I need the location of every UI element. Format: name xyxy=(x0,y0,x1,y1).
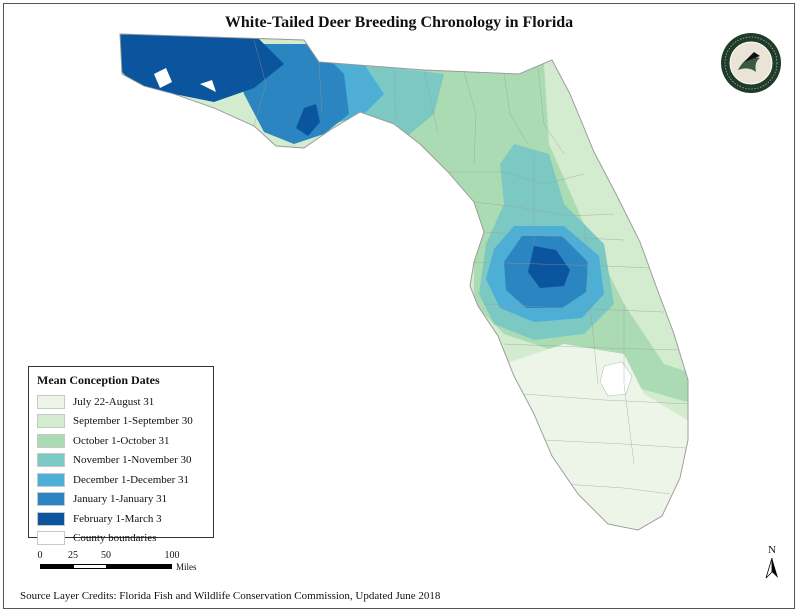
legend-item: November 1-November 30 xyxy=(37,451,205,471)
legend-swatch xyxy=(37,472,65,487)
scale-bar: 0 25 50 100 Miles xyxy=(34,550,204,576)
map-frame: White-Tailed Deer Breeding Chronology in… xyxy=(3,3,795,609)
zone-february-march xyxy=(120,34,284,102)
zone-february-march-central xyxy=(528,246,570,288)
legend-items: July 22-August 31 September 1-September 3… xyxy=(37,392,205,548)
legend-label: November 1-November 30 xyxy=(73,454,192,467)
legend-item: County boundaries xyxy=(37,529,205,549)
florida-map xyxy=(119,33,689,531)
zone-february-march-small xyxy=(296,104,320,136)
scale-bar-track xyxy=(40,564,172,569)
scale-label-100: 100 xyxy=(164,550,180,561)
legend-label: July 22-August 31 xyxy=(73,395,155,408)
legend-title: Mean Conception Dates xyxy=(37,373,160,387)
scale-label-50: 50 xyxy=(101,550,111,561)
legend-swatch xyxy=(37,492,65,507)
scale-label-25: 25 xyxy=(68,550,78,561)
legend-label: December 1-December 31 xyxy=(73,473,190,486)
north-arrow-icon: N xyxy=(760,544,784,580)
scale-unit: Miles xyxy=(176,562,197,572)
legend-swatch xyxy=(37,394,65,409)
legend-item: January 1-January 31 xyxy=(37,490,205,510)
legend-swatch xyxy=(37,433,65,448)
legend-label: September 1-September 30 xyxy=(73,415,193,428)
legend-label: January 1-January 31 xyxy=(73,493,168,506)
legend-label: October 1-October 31 xyxy=(73,434,170,447)
county-boundaries xyxy=(253,39,688,495)
legend-item: February 1-March 3 xyxy=(37,509,205,529)
legend-item: October 1-October 31 xyxy=(37,431,205,451)
legend-label: February 1-March 3 xyxy=(73,512,162,525)
legend-swatch xyxy=(37,511,65,526)
legend-item: September 1-September 30 xyxy=(37,412,205,432)
scale-label-0: 0 xyxy=(37,550,43,561)
legend-swatch xyxy=(37,414,65,429)
legend-item: July 22-August 31 xyxy=(37,392,205,412)
legend-swatch xyxy=(37,531,65,546)
map-title: White-Tailed Deer Breeding Chronology in… xyxy=(224,14,574,31)
legend-item: December 1-December 31 xyxy=(37,470,205,490)
bay-2 xyxy=(200,80,216,92)
fwc-seal-icon xyxy=(720,32,782,94)
legend-label: County boundaries xyxy=(73,532,157,545)
north-label: N xyxy=(768,544,776,556)
bay-1 xyxy=(154,68,172,88)
source-credits: Source Layer Credits: Florida Fish and W… xyxy=(20,590,441,602)
legend: Mean Conception Dates July 22-August 31 S… xyxy=(28,366,214,546)
legend-swatch xyxy=(37,453,65,468)
